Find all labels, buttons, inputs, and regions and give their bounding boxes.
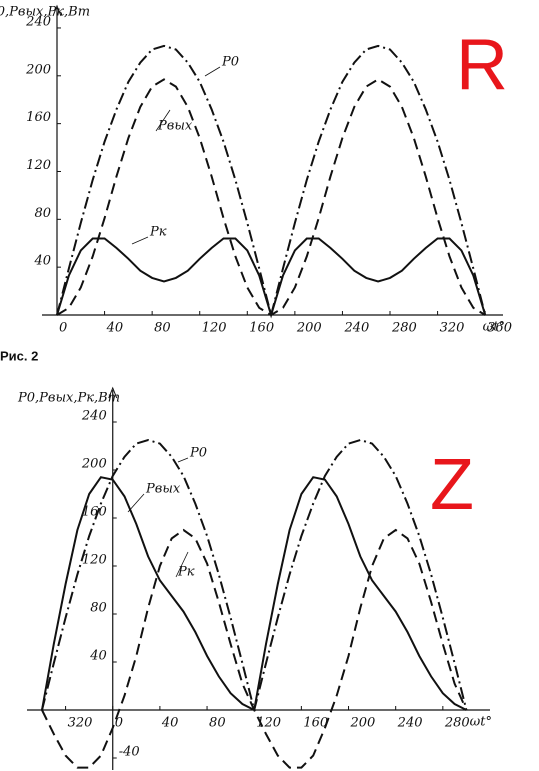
x-axis-label: ωt°: [470, 715, 492, 730]
y-tick-label: 120: [26, 158, 51, 173]
y-tick-label: 160: [82, 505, 107, 520]
series-label: Pвых: [157, 119, 193, 134]
x-tick-label: 360: [487, 321, 512, 336]
series-line: [56, 44, 487, 316]
axis-arrow: [108, 386, 118, 399]
series-label: P0: [221, 55, 239, 70]
annotation: R: [456, 25, 508, 105]
y-axis-label: P0,Pвых,Pк,Вт: [17, 391, 120, 406]
x-tick-label: 200: [350, 716, 376, 731]
label-leader: [175, 551, 189, 578]
axis-arrow: [52, 4, 62, 17]
x-tick-label: 40: [106, 321, 124, 336]
x-tick-label: 0: [59, 321, 67, 336]
series-line: [56, 78, 486, 317]
label-leader: [177, 457, 189, 463]
y-tick-label: 80: [90, 601, 107, 616]
y-tick-label: 80: [34, 206, 51, 221]
x-tick-label: 80: [209, 716, 226, 731]
x-tick-label: 120: [202, 321, 227, 336]
series-label: Pвых: [145, 482, 181, 497]
y-tick-label: 200: [25, 62, 51, 77]
series-line: [41, 476, 467, 712]
x-tick-label: 80: [154, 321, 171, 336]
x-tick-label: 240: [343, 321, 369, 336]
y-tick-label: 240: [81, 409, 107, 424]
y-tick-label: 40: [89, 649, 107, 664]
x-tick-label: 200: [296, 321, 322, 336]
series-label: P0: [189, 446, 207, 461]
y-tick-label: 200: [81, 457, 107, 472]
y-tick-label: 240: [25, 14, 51, 29]
series-label: Pк: [149, 225, 167, 240]
x-tick-label: 160: [303, 716, 328, 731]
y-tick-label: 160: [26, 110, 51, 125]
x-tick-label: 0: [115, 716, 123, 731]
x-tick-label: 160: [249, 321, 274, 336]
x-tick-label: 320: [68, 716, 93, 731]
series-line: [41, 438, 468, 711]
y-axis-label: P0,Pвых,Pк,Вт: [0, 5, 90, 20]
label-leader: [155, 109, 171, 132]
x-tick-label: 40: [161, 716, 179, 731]
series-line: [56, 237, 487, 319]
figure-caption: Рис. 2: [0, 348, 38, 363]
y-tick-label: 40: [33, 254, 51, 269]
x-axis-label: ωt°: [483, 320, 505, 335]
annotation: Z: [430, 445, 474, 525]
x-tick-label: 240: [397, 716, 423, 731]
x-tick-label: 320: [440, 321, 465, 336]
x-tick-label: 280: [391, 321, 417, 336]
series-label: Pк: [177, 565, 195, 580]
x-tick-label: 120: [256, 716, 281, 731]
x-tick-label: 280: [444, 716, 470, 731]
y-tick-label: -40: [119, 745, 140, 760]
y-tick-label: 120: [82, 553, 107, 568]
label-leader: [131, 236, 149, 245]
label-leader: [204, 66, 221, 77]
